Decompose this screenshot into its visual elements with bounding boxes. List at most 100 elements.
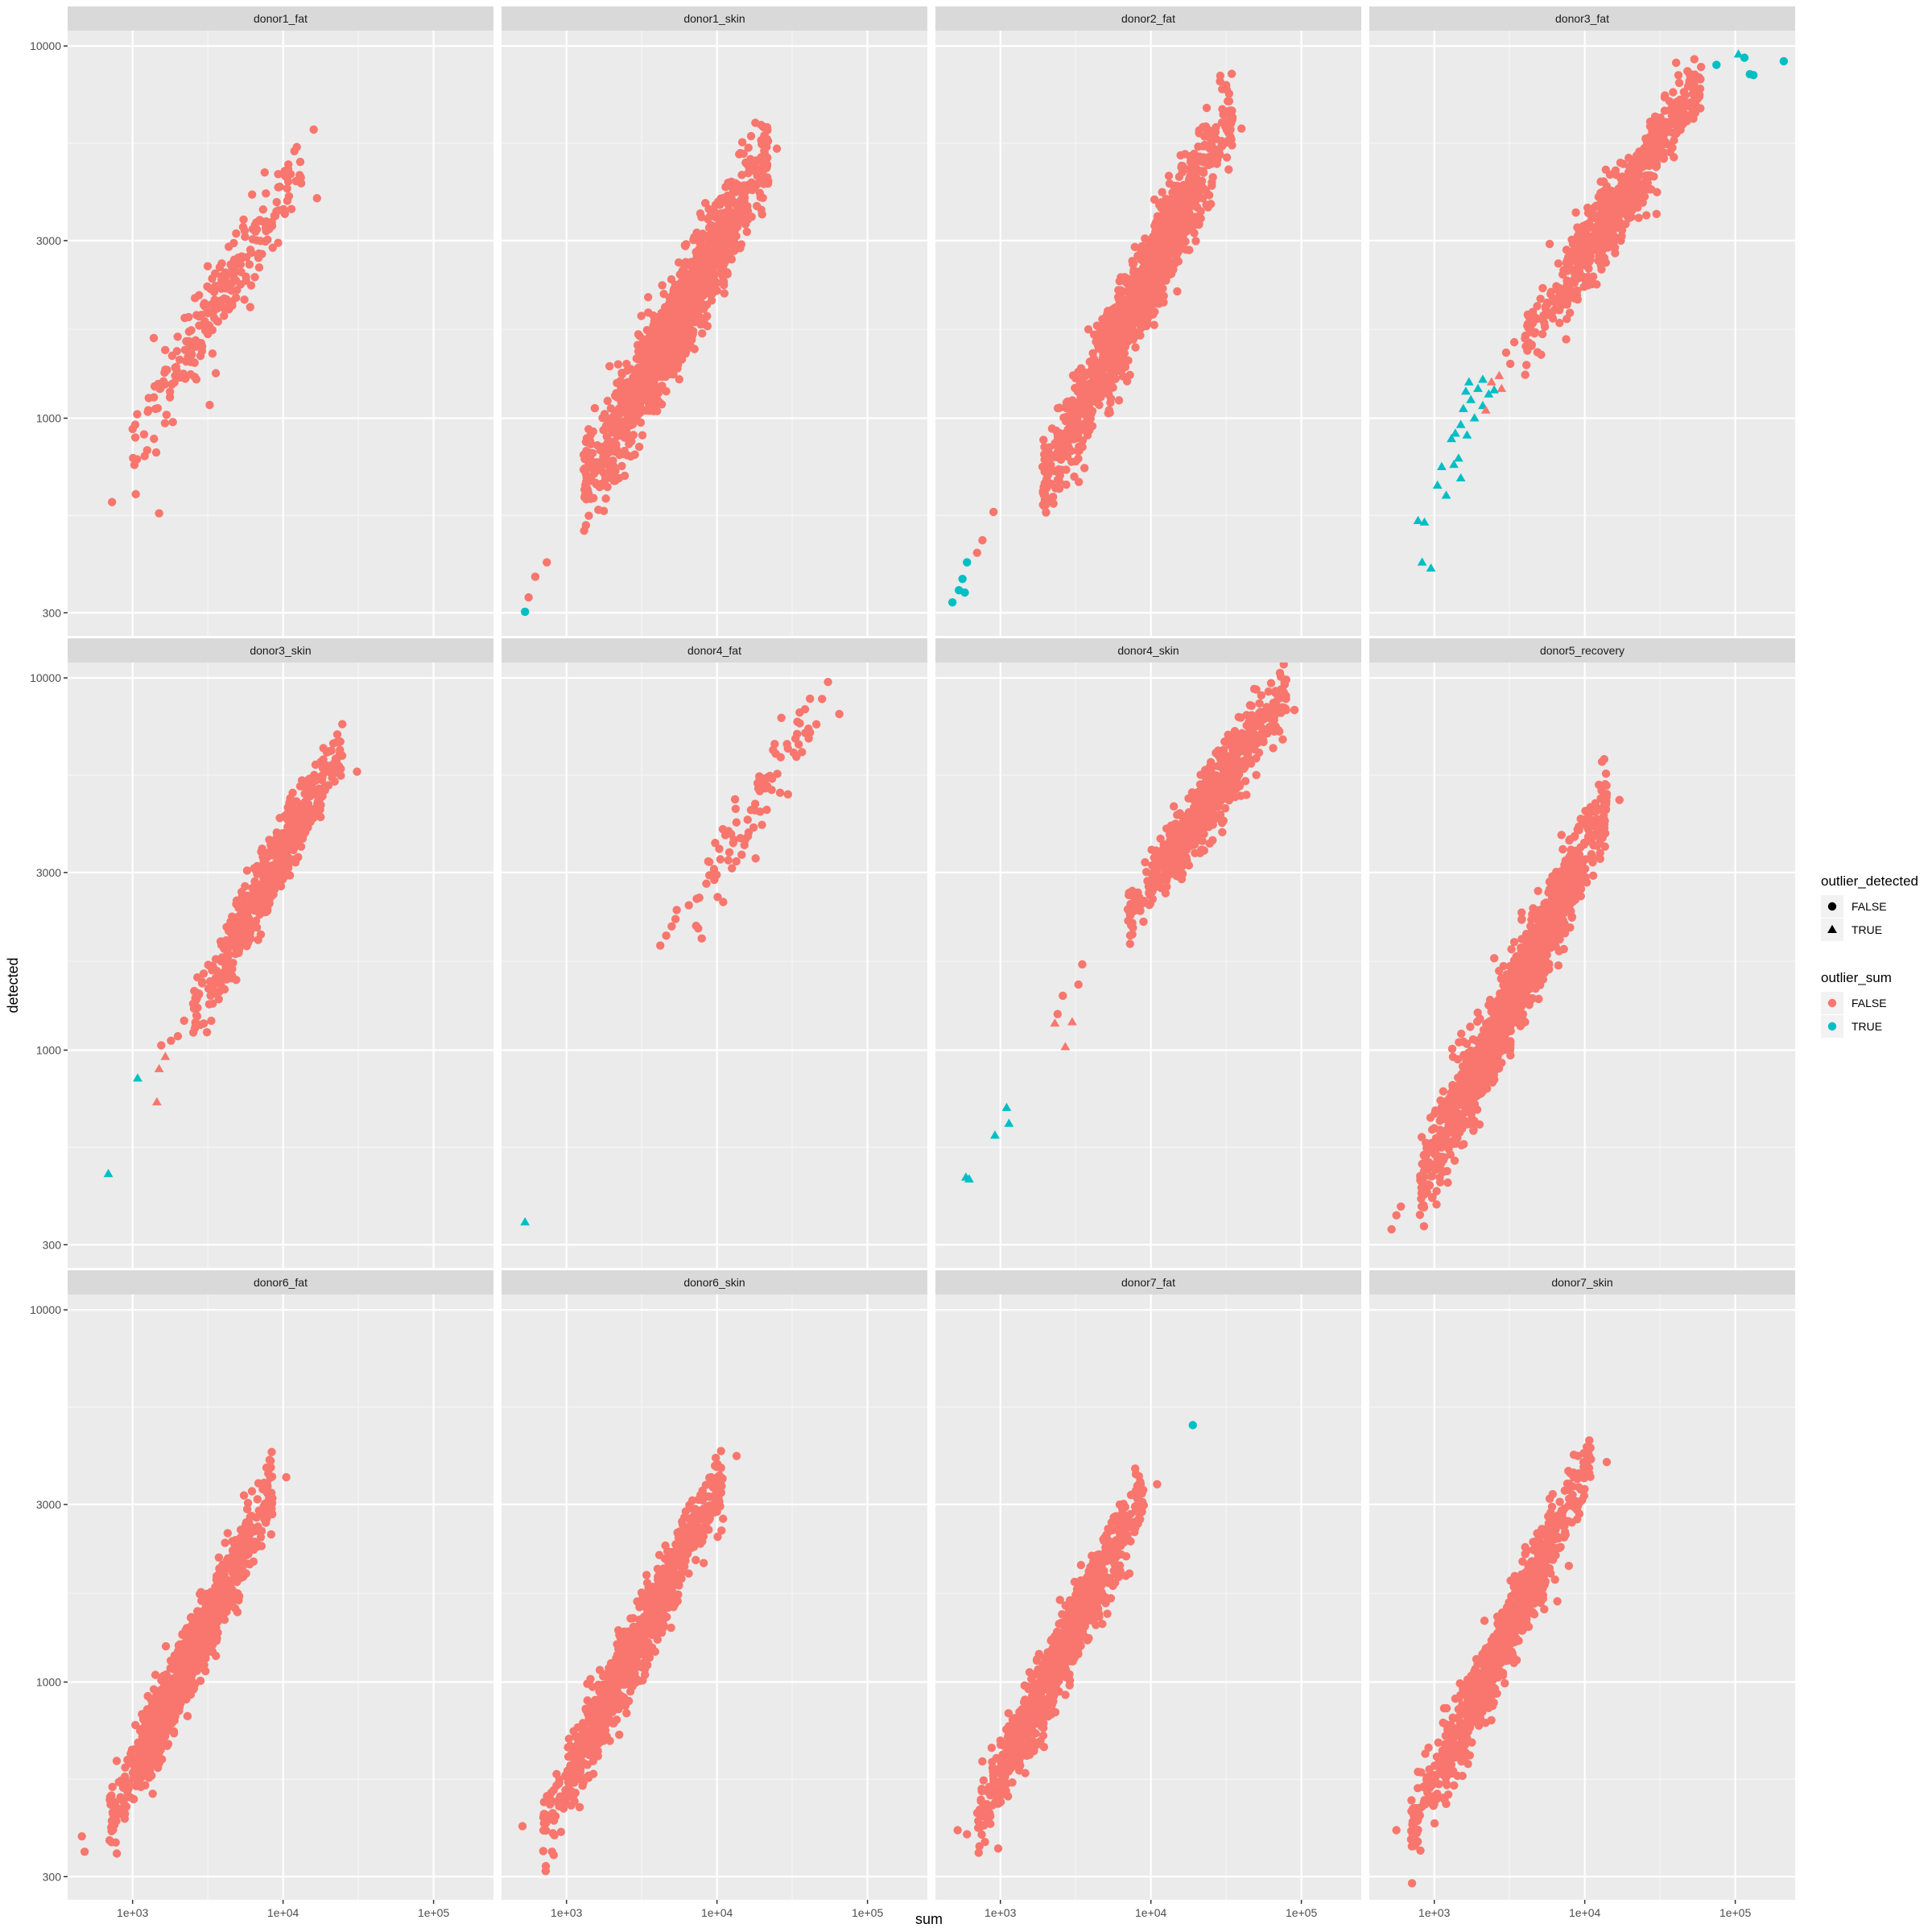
data-point: [777, 713, 786, 722]
facet-panel-donor1_skin: donor1_skin: [502, 6, 927, 636]
data-point: [1137, 324, 1146, 333]
data-point: [231, 293, 241, 303]
data-point: [225, 305, 233, 314]
data-point: [1089, 330, 1099, 339]
data-point: [644, 308, 653, 317]
data-point: [590, 458, 599, 467]
data-point: [783, 790, 792, 799]
data-point: [1092, 321, 1102, 330]
data-point: [696, 279, 705, 288]
data-point: [600, 410, 609, 419]
data-point: [1521, 361, 1531, 369]
data-point: [131, 489, 140, 499]
data-point: [1053, 452, 1063, 462]
data-point: [228, 972, 237, 980]
points-donor1_skin: [520, 118, 782, 617]
data-point: [217, 259, 226, 268]
data-point: [240, 908, 249, 917]
data-point: [161, 345, 170, 355]
data-point-triangle: [1460, 386, 1471, 395]
data-point: [1186, 178, 1195, 187]
data-point: [584, 511, 593, 520]
data-point: [675, 374, 684, 384]
data-point: [1146, 290, 1156, 299]
data-point: [1040, 495, 1050, 505]
data-point: [277, 845, 287, 854]
data-point: [279, 857, 288, 866]
data-point-triangle: [1466, 394, 1476, 403]
data-point: [709, 207, 719, 216]
data-point: [252, 225, 262, 234]
data-point: [617, 398, 625, 407]
data-point: [583, 485, 592, 495]
data-point: [1097, 378, 1106, 386]
data-point: [226, 260, 235, 269]
data-point: [1074, 367, 1083, 377]
data-point: [657, 400, 667, 409]
data-point: [159, 377, 168, 386]
data-point-triangle: [1450, 428, 1460, 437]
data-point: [650, 320, 659, 329]
data-point: [1133, 279, 1141, 288]
data-point: [252, 236, 262, 245]
data-point: [763, 137, 773, 146]
points-donor3_fat: [1413, 49, 1789, 572]
data-point: [275, 836, 284, 845]
data-point: [1200, 766, 1210, 774]
data-point: [1115, 277, 1125, 286]
data-point: [222, 956, 231, 964]
data-point: [1042, 474, 1051, 483]
data-point: [265, 225, 274, 233]
data-point: [1646, 171, 1655, 180]
data-point: [746, 131, 756, 141]
data-point: [1509, 337, 1519, 347]
data-point: [743, 160, 752, 169]
points-donor4_skin: [960, 663, 1299, 1183]
data-point: [1740, 53, 1749, 62]
data-point: [1620, 181, 1629, 191]
data-point: [644, 392, 654, 401]
data-point-triangle: [133, 1073, 142, 1082]
data-point: [1628, 206, 1637, 215]
data-point: [743, 215, 752, 225]
data-point: [1533, 302, 1542, 311]
data-point: [1621, 220, 1630, 229]
data-point: [709, 865, 719, 873]
data-point: [1177, 218, 1186, 227]
data-point: [717, 269, 726, 278]
data-point: [663, 336, 673, 345]
data-point: [718, 824, 728, 834]
data-point: [1232, 773, 1241, 782]
data-point: [1192, 194, 1202, 204]
data-point: [319, 744, 328, 753]
panel-background: [502, 31, 927, 636]
data-point: [1049, 492, 1058, 502]
data-point: [211, 369, 221, 378]
data-point: [252, 218, 261, 227]
data-point-triangle: [160, 1051, 171, 1060]
data-point: [1218, 85, 1227, 93]
data-point: [1227, 69, 1236, 78]
data-point: [232, 899, 241, 909]
data-point: [1543, 299, 1552, 308]
data-point: [718, 250, 727, 260]
facet-strip-label: donor4_skin: [1117, 644, 1179, 657]
data-point: [1150, 260, 1159, 269]
data-point: [1599, 177, 1608, 186]
data-point: [751, 854, 760, 863]
data-point: [804, 734, 813, 743]
data-point: [1523, 344, 1532, 353]
data-point: [1071, 456, 1080, 466]
data-point: [220, 312, 229, 320]
data-point: [800, 704, 810, 714]
data-point: [239, 215, 248, 224]
data-point: [1139, 255, 1148, 265]
data-point: [1141, 234, 1150, 243]
data-point: [1592, 233, 1602, 243]
data-point: [750, 159, 759, 169]
data-point: [1685, 69, 1695, 78]
data-point: [1055, 403, 1064, 412]
data-point: [620, 446, 629, 456]
data-point-triangle: [1455, 473, 1466, 482]
data-point: [287, 204, 296, 213]
